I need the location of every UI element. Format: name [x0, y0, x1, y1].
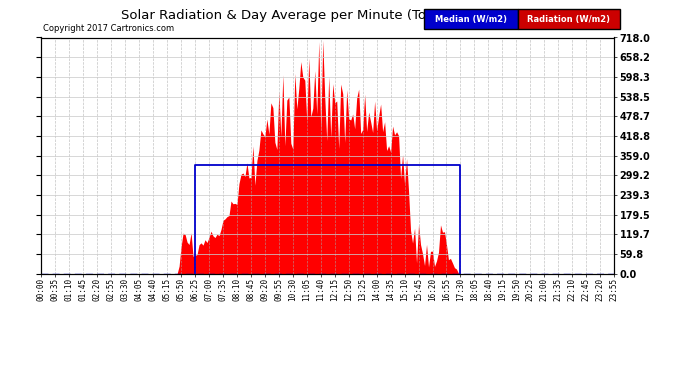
Text: Median (W/m2): Median (W/m2)	[435, 15, 507, 24]
Text: Copyright 2017 Cartronics.com: Copyright 2017 Cartronics.com	[43, 24, 175, 33]
Text: Radiation (W/m2): Radiation (W/m2)	[527, 15, 610, 24]
Text: Solar Radiation & Day Average per Minute (Today) 20170302: Solar Radiation & Day Average per Minute…	[121, 9, 528, 22]
